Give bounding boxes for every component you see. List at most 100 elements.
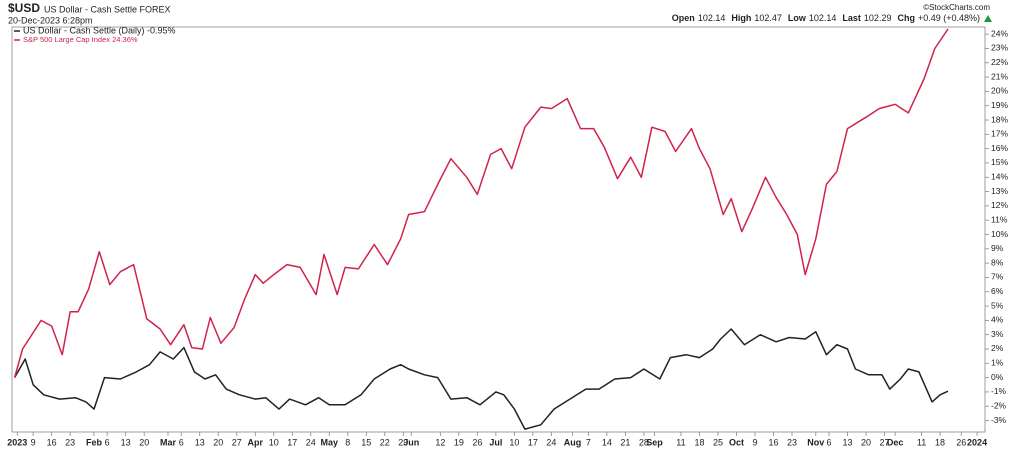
x-tick-label: Mar [160, 437, 177, 447]
x-tick-label: 16 [47, 437, 57, 447]
x-tick-label: 11 [917, 437, 926, 447]
quote-value: 102.14 [698, 13, 726, 23]
series-line [13, 28, 949, 378]
series-line [13, 328, 949, 430]
copyright: ©StockCharts.com [923, 3, 990, 12]
y-tick-label: 7% [991, 272, 1004, 282]
x-tick-label: Nov [807, 437, 824, 447]
y-tick-label: 8% [991, 257, 1004, 267]
quote-label: Open [672, 13, 695, 23]
y-tick-label: 13% [991, 186, 1008, 196]
quote-label: Chg [897, 13, 915, 23]
legend: US Dollar - Cash Settle (Daily) -0.95%S&… [14, 25, 176, 44]
x-tick-label: 12 [435, 437, 445, 447]
x-tick-label: 2024 [967, 437, 987, 447]
x-tick-label: 17 [287, 437, 297, 447]
x-tick-label: 24 [306, 437, 316, 447]
y-tick-label: 15% [991, 157, 1008, 167]
x-tick-label: Apr [248, 437, 264, 447]
y-tick-label: 14% [991, 172, 1008, 182]
legend-label: S&P 500 Large Cap Index 24.36% [23, 35, 138, 44]
x-tick-label: 13 [195, 437, 205, 447]
quote-value: 102.47 [754, 13, 782, 23]
x-tick-label: 27 [232, 437, 242, 447]
up-arrow [984, 15, 992, 22]
y-tick-label: -3% [991, 415, 1007, 425]
y-tick-label: 9% [991, 243, 1004, 253]
y-tick-label: 4% [991, 315, 1004, 325]
plot-frame [11, 26, 986, 433]
x-tick-label: 17 [528, 437, 538, 447]
x-tick-label: 28 [639, 437, 649, 447]
x-tick-label: 10 [509, 437, 519, 447]
y-tick-label: 12% [991, 200, 1008, 210]
x-tick-label: 15 [361, 437, 371, 447]
symbol: $USD [8, 1, 40, 15]
x-tick-label: 24 [546, 437, 556, 447]
x-tick-label: 29 [398, 437, 408, 447]
y-tick-label: 17% [991, 129, 1008, 139]
x-tick-label: 27 [880, 437, 890, 447]
legend-label: US Dollar - Cash Settle (Daily) -0.95% [23, 25, 176, 35]
y-tick-label: -1% [991, 386, 1007, 396]
y-tick-label: 23% [991, 43, 1008, 53]
y-tick-label: 16% [991, 143, 1008, 153]
x-tick-label: 9 [31, 437, 36, 447]
x-tick-label: Oct [729, 437, 744, 447]
quote-label: High [731, 13, 751, 23]
x-tick-label: 26 [956, 437, 966, 447]
y-tick-label: 6% [991, 286, 1004, 296]
y-tick-label: 2% [991, 343, 1004, 353]
x-tick-label: 18 [935, 437, 945, 447]
y-tick-label: 11% [991, 214, 1008, 224]
x-tick-label: 25 [713, 437, 723, 447]
x-tick-label: Jun [403, 437, 419, 447]
x-tick-label: 14 [602, 437, 612, 447]
x-tick-label: Aug [564, 437, 582, 447]
x-tick-label: 8 [345, 437, 350, 447]
y-tick-label: 18% [991, 114, 1008, 124]
x-tick-label: 19 [454, 437, 464, 447]
quote-value: 102.14 [809, 13, 837, 23]
y-tick-label: 20% [991, 86, 1008, 96]
x-tick-label: Sep [646, 437, 663, 447]
x-tick-label: 20 [861, 437, 871, 447]
x-tick-label: 2023 [7, 437, 27, 447]
y-tick-label: 10% [991, 229, 1008, 239]
x-tick-label: 22 [380, 437, 390, 447]
x-tick-label: 13 [843, 437, 853, 447]
quote-label: Low [788, 13, 807, 23]
x-tick-label: 7 [586, 437, 591, 447]
y-tick-label: -2% [991, 400, 1007, 410]
x-tick-label: 6 [105, 437, 110, 447]
x-tick-label: 9 [752, 437, 757, 447]
x-tick-label: 18 [694, 437, 704, 447]
x-tick-label: 23 [65, 437, 75, 447]
y-tick-label: 19% [991, 100, 1008, 110]
y-tick-label: 21% [991, 71, 1008, 81]
y-tick-label: 22% [991, 57, 1008, 67]
y-tick-label: 24% [991, 28, 1008, 38]
x-tick-label: Feb [86, 437, 103, 447]
x-tick-label: 6 [826, 437, 831, 447]
x-tick-label: 20 [139, 437, 149, 447]
instrument-name: US Dollar - Cash Settle FOREX [44, 4, 171, 14]
x-tick-label: Jul [489, 437, 502, 447]
x-tick-label: 11 [676, 437, 685, 447]
quote-label: Last [842, 13, 861, 23]
y-tick-label: 0% [991, 372, 1004, 382]
x-tick-label: 23 [787, 437, 797, 447]
x-tick-label: 26 [472, 437, 482, 447]
quote: Open 102.14 High 102.47 Low 102.14 Last 102.29 C… [672, 13, 980, 23]
x-tick-label: 16 [768, 437, 778, 447]
y-tick-label: 1% [991, 358, 1004, 368]
x-tick-label: Dec [887, 437, 904, 447]
y-tick-label: 5% [991, 300, 1004, 310]
x-tick-label: 20 [213, 437, 223, 447]
x-tick-label: 21 [620, 437, 630, 447]
x-tick-label: 6 [179, 437, 184, 447]
y-tick-label: 3% [991, 329, 1004, 339]
quote-value: 102.29 [864, 13, 892, 23]
x-tick-label: 13 [121, 437, 131, 447]
